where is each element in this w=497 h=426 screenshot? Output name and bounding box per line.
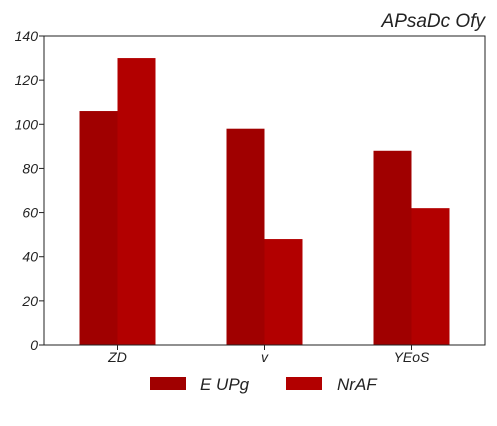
x-tick-label: YEoS [394, 349, 430, 365]
bar-e-upg-v [226, 128, 265, 345]
legend-swatch [150, 377, 186, 390]
bar-e-upg-zd [79, 111, 118, 346]
bar-nraf-zd [117, 58, 156, 345]
x-axis: ZD v YEoS [107, 345, 430, 365]
y-tick-label: 80 [22, 160, 38, 176]
legend-label: E UPg [200, 375, 250, 394]
bar-nraf-yeos [411, 208, 450, 345]
legend-label: NrAF [337, 375, 378, 394]
y-tick-label: 0 [30, 337, 38, 353]
y-tick-label: 100 [15, 116, 39, 132]
bar-e-upg-yeos [373, 150, 412, 345]
bars-group [79, 58, 450, 346]
bar-nraf-v [264, 239, 303, 345]
y-tick-label: 20 [21, 293, 38, 309]
chart-title: APsaDc Ofy [381, 11, 487, 32]
y-tick-label: 120 [15, 72, 39, 88]
x-tick-label: ZD [107, 349, 127, 365]
y-tick-label: 40 [22, 249, 38, 265]
legend-swatch [286, 377, 322, 390]
y-tick-label: 140 [15, 28, 39, 44]
legend: E UPg NrAF [150, 375, 378, 394]
x-tick-label: v [261, 349, 269, 365]
y-tick-label: 60 [22, 205, 38, 221]
y-axis: 0 20 40 60 80 100 120 140 [15, 28, 44, 353]
